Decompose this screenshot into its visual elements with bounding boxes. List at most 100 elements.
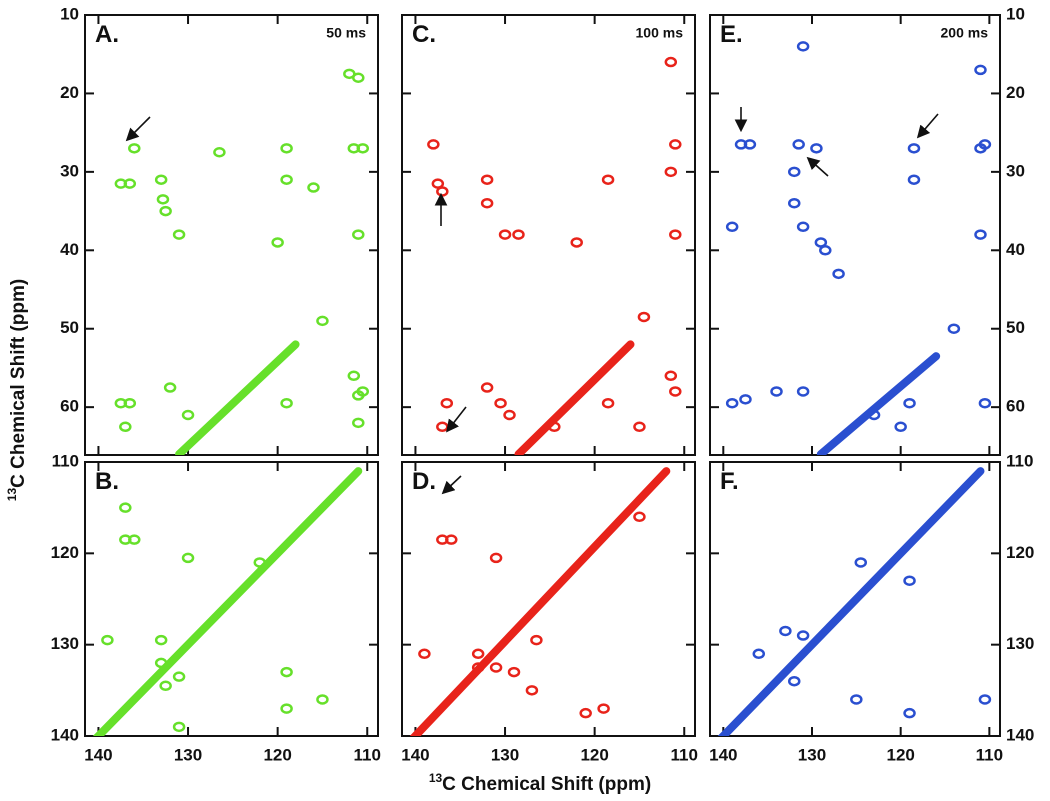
panel-label: D. [412,468,436,495]
cross-peak [850,694,863,705]
x-title-text: C Chemical Shift (ppm) [442,774,651,795]
cross-peak [725,397,739,409]
sup: 13 [5,488,19,502]
plot-frame [401,14,696,456]
y-tick-label: 40 [1006,240,1025,259]
cross-peak [854,557,868,568]
diagonal-ridge [717,467,985,736]
cross-peak [907,143,921,154]
cross-peak [819,245,832,256]
cross-peak [633,511,646,523]
diagonal-ridge [514,340,635,455]
panel-label: A. [95,21,119,48]
panel: 10 20 30 40 50 60 E. 200 ms [709,4,1025,456]
cross-peak [316,315,329,327]
cross-peak [156,194,170,205]
x-tick-label: 110 [976,745,1003,764]
spectrum [114,68,370,455]
cross-peak [280,143,293,154]
cross-peak [352,229,365,240]
cross-peak [637,311,651,323]
cross-peak [101,634,114,646]
cross-peak [280,703,293,714]
cross-peak [280,397,293,409]
cross-peak [418,648,431,660]
cross-peak [480,382,494,393]
x-tick-label: 120 [580,745,608,764]
y-tick-label: 140 [1006,725,1034,744]
cross-peak [431,178,445,189]
plot-frame [84,14,379,456]
x-tick-label: 140 [401,745,429,764]
cross-peak [664,166,678,178]
cross-peak [352,417,365,429]
cross-peak [356,143,370,154]
cross-peak [128,534,141,545]
y-tick-label: 110 [1006,451,1033,470]
cross-peak [154,634,168,646]
x-tick-label: 140 [709,745,737,764]
cross-peak [796,386,810,397]
cross-peak [128,143,141,154]
cross-peak [548,421,561,433]
x-tick-label: 120 [263,745,291,764]
spectrum [427,56,682,455]
x-tick-label: 130 [798,745,826,764]
cross-peak [664,56,678,68]
y-title-text: C Chemical Shift (ppm) [8,279,29,488]
cross-peak [770,386,783,397]
cross-peak [796,630,810,641]
panel-label: E. [720,21,743,48]
cross-peak [480,174,494,185]
arrows [125,107,939,495]
cross-peak [347,370,361,382]
y-tick-label: 110 [52,451,79,470]
arrow [806,156,829,177]
cross-peak [123,397,137,409]
cross-peak [796,221,810,233]
x-axis-title: 13C Chemical Shift (ppm) [429,771,651,795]
cross-peak [172,671,186,682]
y-tick-label: 50 [60,318,79,337]
y-tick-label: 130 [1006,634,1034,653]
cross-peak [752,648,766,660]
panel-label: C. [412,21,436,48]
cross-peak [669,229,682,240]
cross-peak [832,268,845,280]
panel: 140 130 120 110 110 120 130 140 F. [709,451,1034,764]
diagonal-ridge [175,340,300,455]
cross-peak [445,534,458,545]
cross-peak [498,229,512,240]
cross-peak [903,397,916,409]
y-tick-label: 140 [51,725,79,744]
cross-peak [579,707,592,719]
y-tick-label: 50 [1006,318,1025,337]
cross-peak [664,370,678,382]
cross-peak [440,397,454,409]
cross-peak [316,694,329,705]
cross-peak [489,662,503,673]
cross-peak [530,634,543,646]
arrow [125,116,151,142]
cross-peak [507,666,521,678]
panel-label: B. [95,468,119,495]
cross-peak [903,707,916,719]
cross-peak [978,139,992,150]
sup: 13 [429,771,443,785]
cross-peak [427,139,440,150]
cross-peak [154,657,168,669]
cross-peak [343,68,356,80]
diagonal-ridge [816,352,941,455]
arrow [446,406,467,433]
cross-peak [974,64,987,76]
panel-label: F. [720,468,739,495]
cross-peak [570,237,583,248]
x-tick-label: 110 [354,745,381,764]
cross-peak [978,397,992,409]
cross-peak [123,178,137,189]
cross-peak [788,675,801,687]
spectrum [92,467,363,736]
cross-peak [356,386,370,397]
cross-peak [307,182,320,193]
